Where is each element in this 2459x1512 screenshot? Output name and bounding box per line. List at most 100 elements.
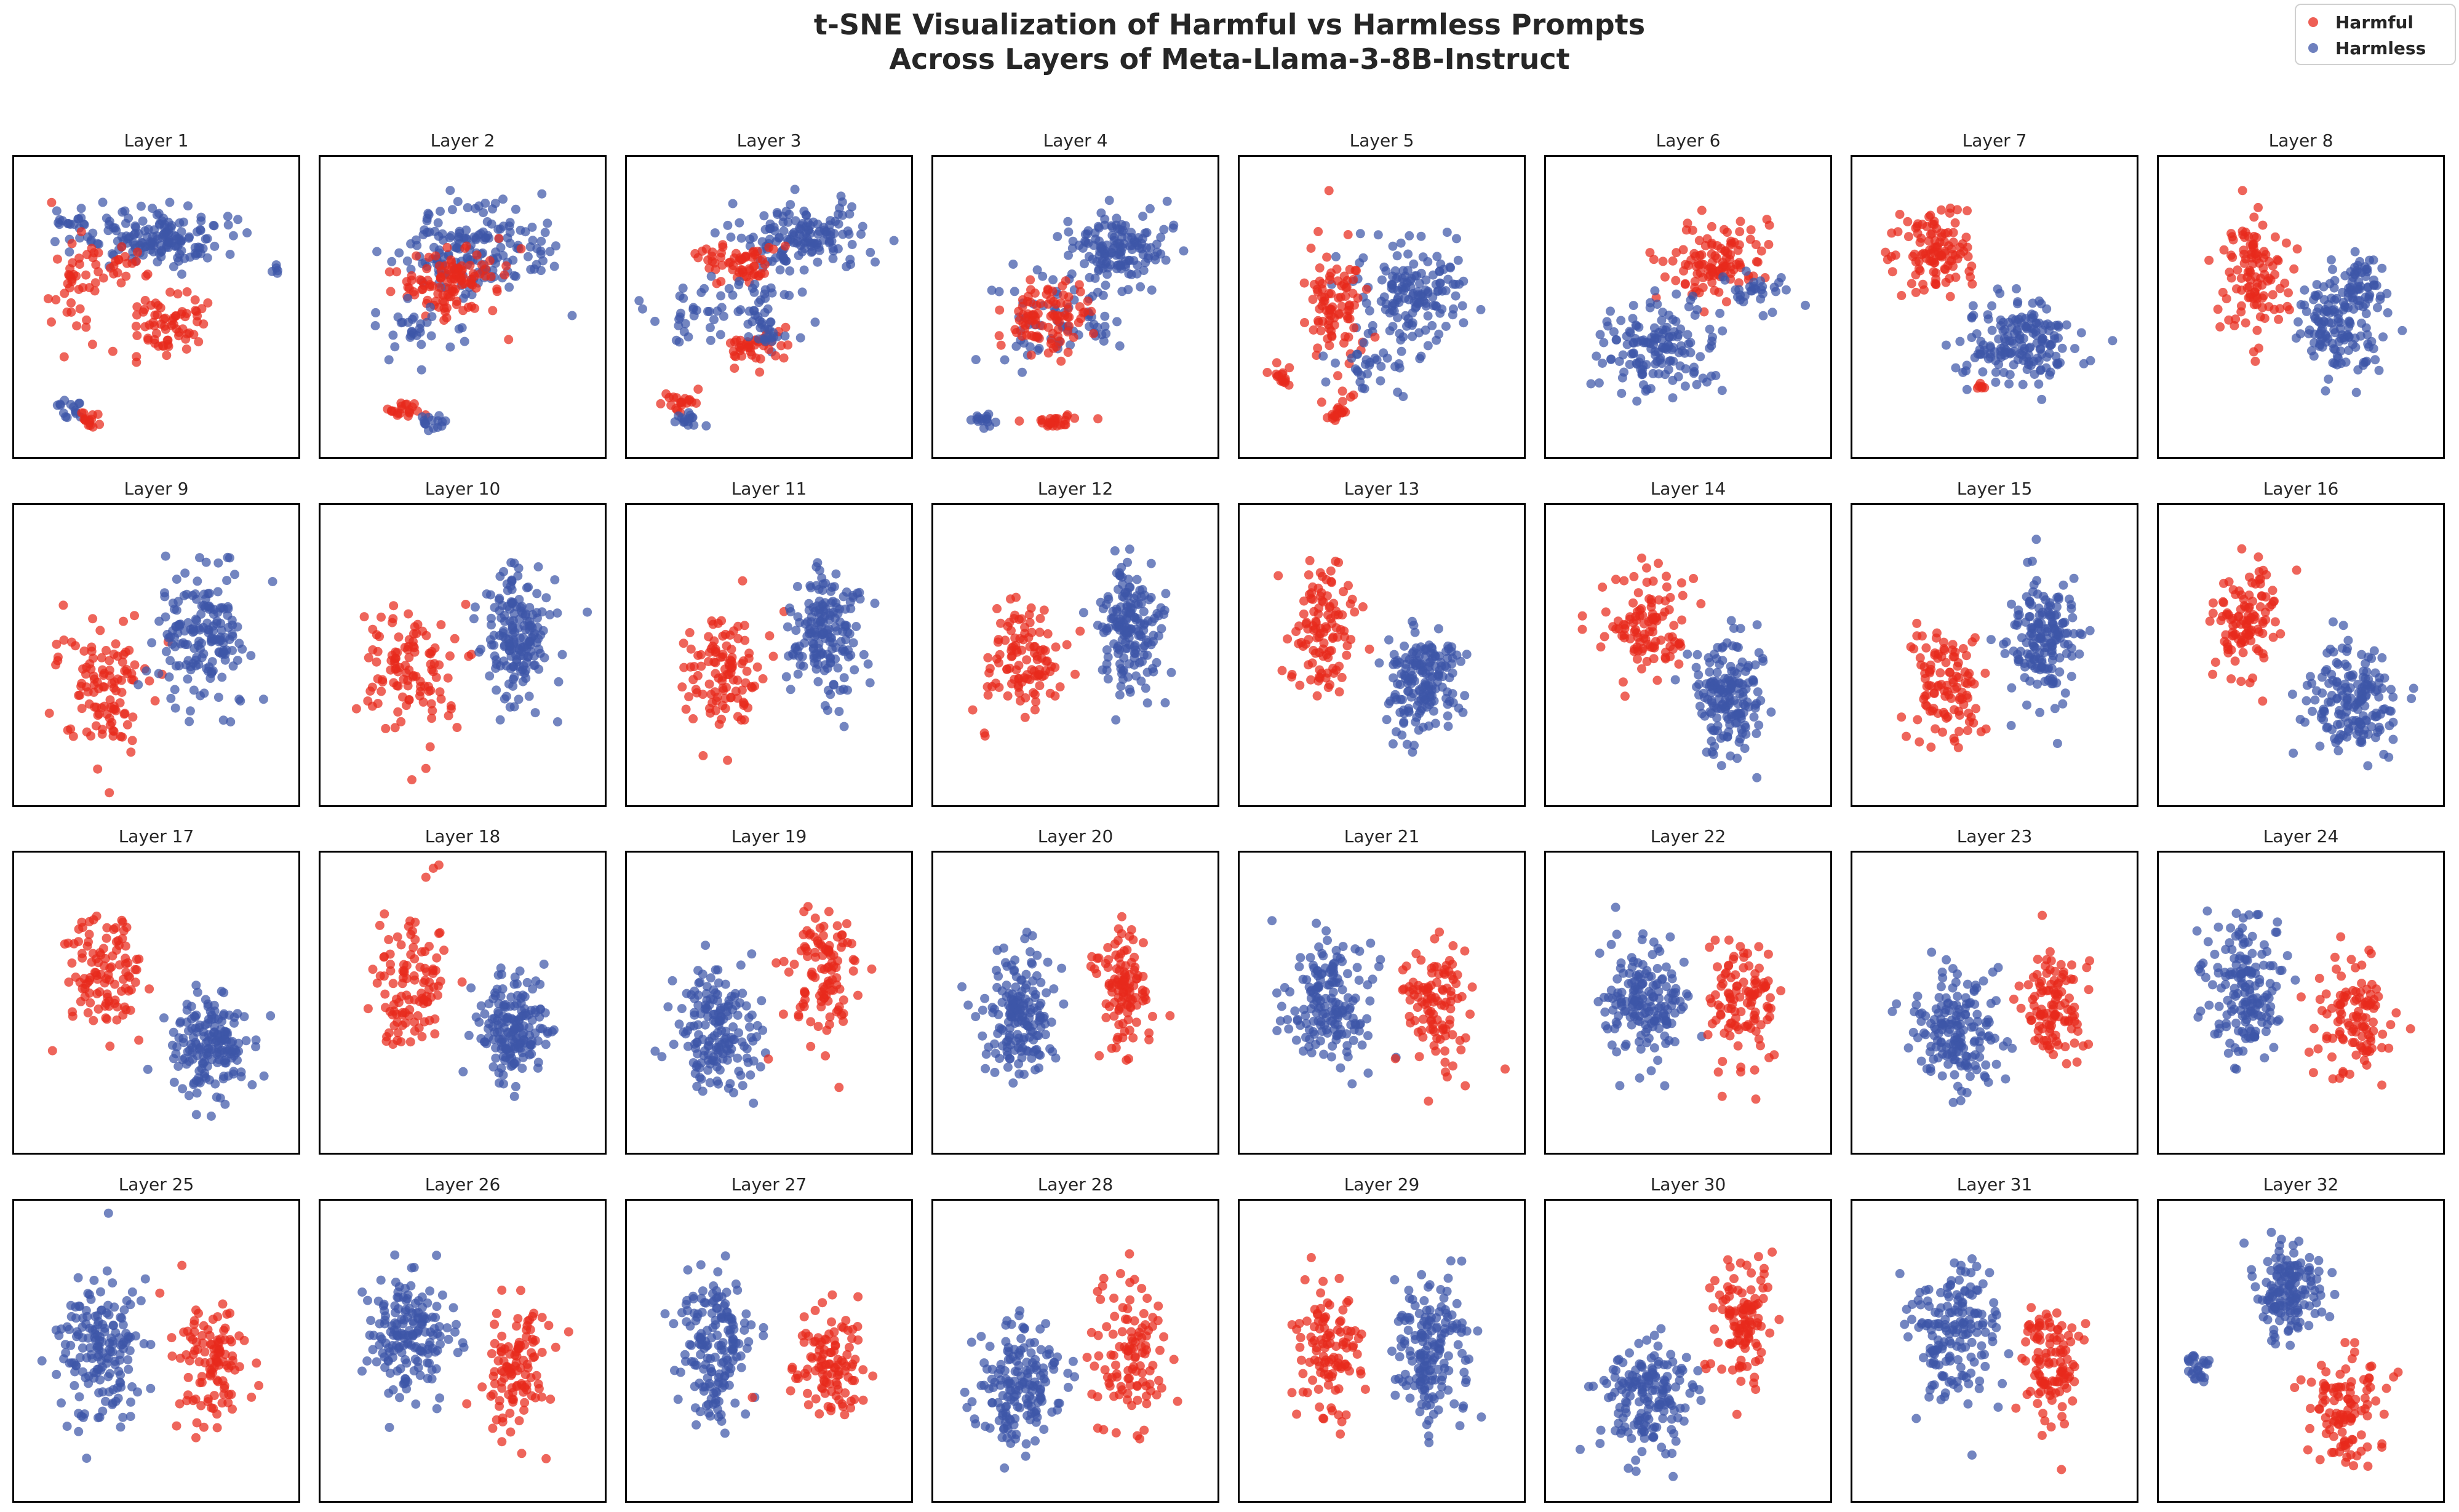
scatter-point-harmful — [2250, 356, 2260, 366]
scatter-point-harmful — [1707, 221, 1716, 231]
scatter-point-harmless — [518, 633, 528, 642]
scatter-point-harmful — [1963, 726, 1972, 736]
scatter-point-harmless — [755, 316, 765, 325]
scatter-point-harmful — [1063, 348, 1073, 357]
scatter-point-harmless — [650, 316, 660, 326]
scatter-point-harmless — [1725, 696, 1735, 706]
scatter-point-harmful — [1937, 205, 1946, 215]
scatter-point-harmless — [2329, 325, 2339, 335]
scatter-point-harmful — [105, 695, 115, 705]
scatter-point-harmful — [2226, 273, 2236, 283]
scatter-point-harmless — [774, 233, 784, 243]
scatter-point-harmless — [1638, 370, 1648, 379]
scatter-point-harmless — [2018, 380, 2028, 389]
scatter-point-harmless — [1179, 246, 1189, 256]
scatter-point-harmless — [2353, 704, 2362, 714]
scatter-point-harmful — [403, 282, 413, 292]
scatter-point-harmful — [733, 621, 743, 631]
scatter-point-harmful — [994, 331, 1004, 341]
scatter-point-harmful — [385, 267, 394, 277]
scatter-point-harmless — [1683, 650, 1692, 659]
scatter-point-harmless — [1098, 290, 1108, 300]
scatter-point-harmful — [1291, 627, 1301, 637]
scatter-point-harmless — [427, 312, 437, 322]
scatter-point-harmless — [1443, 722, 1453, 731]
scatter-point-harmless — [1404, 707, 1414, 717]
scatter-point-harmless — [2365, 255, 2374, 265]
scatter-point-harmful — [436, 266, 446, 276]
scatter-point-harmless — [824, 624, 834, 634]
scatter-point-harmless — [1594, 378, 1604, 388]
scatter-point-harmful — [93, 410, 103, 419]
scatter-point-harmless — [2069, 573, 2079, 583]
scatter-point-harmful — [736, 715, 746, 725]
scatter-point-harmless — [1080, 259, 1089, 269]
scatter-point-harmless — [2055, 653, 2065, 662]
scatter-point-harmless — [773, 210, 783, 219]
scatter-point-harmful — [711, 669, 720, 678]
scatter-point-harmful — [126, 747, 136, 757]
scatter-point-harmless — [2371, 733, 2380, 742]
scatter-point-harmful — [2215, 322, 2225, 332]
scatter-point-harmful — [1026, 275, 1035, 285]
scatter-point-harmful — [2258, 263, 2268, 273]
scatter-point-harmless — [1714, 688, 1724, 698]
scatter-point-harmless — [1147, 285, 1157, 295]
harmless-marker-icon — [2308, 43, 2318, 53]
scatter-point-harmless — [1710, 650, 1719, 659]
scatter-point-harmful — [696, 661, 706, 671]
scatter-point-harmful — [438, 290, 448, 300]
scatter-point-harmless — [1350, 364, 1360, 374]
scatter-point-harmful — [1645, 248, 1655, 258]
scatter-point-harmless — [2308, 706, 2317, 716]
figure-title-line-2: Across Layers of Meta-Llama-3-8B-Instruc… — [889, 42, 1570, 76]
scatter-point-harmful — [1345, 314, 1355, 324]
scatter-point-harmless — [2330, 276, 2340, 285]
scatter-point-harmful — [684, 692, 694, 702]
scatter-point-harmless — [2388, 717, 2398, 727]
scatter-point-harmless — [2309, 351, 2319, 361]
scatter-point-harmful — [443, 673, 453, 683]
scatter-point-harmful — [381, 723, 391, 733]
scatter-point-harmless — [1437, 286, 1447, 296]
scatter-point-harmful — [1337, 672, 1347, 682]
scatter-point-harmless — [516, 666, 525, 676]
scatter-point-harmless — [213, 587, 223, 597]
scatter-point-harmless — [680, 319, 690, 328]
scatter-point-harmful — [436, 620, 446, 630]
scatter-point-harmless — [1441, 693, 1451, 703]
scatter-point-harmless — [461, 233, 471, 243]
scatter-point-harmful — [1315, 304, 1325, 314]
scatter-point-harmful — [1325, 275, 1334, 285]
scatter-point-harmless — [2304, 329, 2314, 339]
point-cluster-harmless — [1670, 616, 1776, 782]
scatter-point-harmful — [1921, 643, 1931, 653]
scatter-point-harmless — [1668, 393, 1678, 403]
scatter-point-harmful — [1006, 594, 1015, 604]
scatter-point-harmful — [1660, 272, 1670, 282]
scatter-point-harmless — [430, 226, 440, 236]
scatter-point-harmless — [2013, 297, 2023, 307]
scatter-point-harmless — [1736, 624, 1745, 634]
scatter-point-harmful — [1312, 351, 1321, 360]
scatter-point-harmful — [1619, 576, 1629, 586]
scatter-point-harmful — [471, 283, 481, 293]
scatter-point-harmful — [1720, 247, 1730, 257]
subplot-title: Layer 13 — [1344, 479, 1420, 499]
scatter-point-harmless — [1132, 575, 1142, 584]
scatter-point-harmless — [1101, 600, 1111, 610]
scatter-point-harmless — [1452, 234, 1461, 244]
scatter-point-harmful — [1660, 607, 1670, 617]
scatter-point-harmless — [2287, 690, 2297, 699]
scatter-point-harmful — [1063, 312, 1073, 322]
point-cluster-harmful — [2205, 544, 2302, 706]
scatter-point-harmful — [1326, 576, 1336, 586]
scatter-point-harmful — [994, 683, 1004, 692]
scatter-point-harmful — [100, 1001, 110, 1011]
point-cluster-harmless — [966, 409, 1000, 433]
scatter-point-harmful — [150, 696, 160, 706]
scatter-point-harmless — [2343, 672, 2353, 681]
scatter-point-harmful — [1672, 248, 1681, 258]
scatter-point-harmful — [2219, 245, 2229, 255]
scatter-point-harmful — [405, 408, 414, 418]
